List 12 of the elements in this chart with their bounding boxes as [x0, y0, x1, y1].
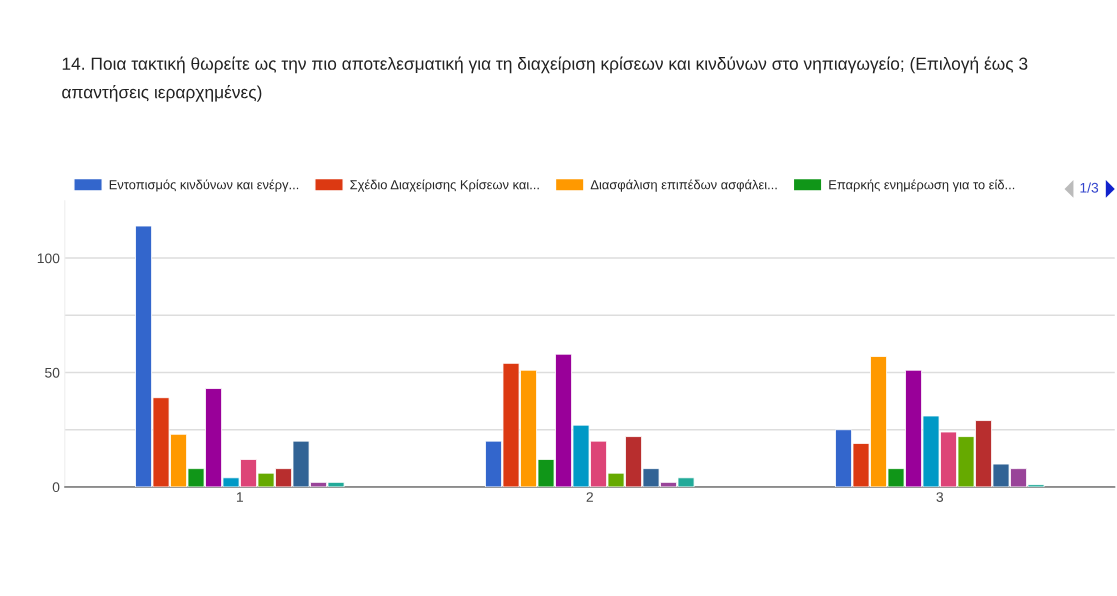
- legend-label: Διασφάλιση επιπέδων ασφάλει...: [590, 179, 777, 192]
- x-tick-label: 3: [936, 492, 944, 502]
- text: 1/3: [1080, 182, 1099, 193]
- y-tick-label: 100: [37, 253, 60, 264]
- legend-label: Εντοπισμός κινδύνων και ενέργ...: [109, 179, 299, 192]
- y-tick-label: 50: [45, 367, 60, 378]
- legend-label: Σχέδιο Διαχείρισης Κρίσεων και...: [350, 179, 539, 192]
- legend-label: Επαρκής ενημέρωση για το είδ...: [829, 179, 1015, 192]
- y-tick-label: 0: [52, 482, 60, 493]
- x-tick-label: 2: [586, 492, 593, 502]
- chart-title: 14. Ποια τακτική θωρείτε ως την πιο αποτελεσματική για τη διαχείριση κρίσεων και κινδύνων στο νηπιαγωγείο; (Επιλογή έως 3 απαντήσεις ιεραρχημένες): [62, 56, 1028, 102]
- x-tick-label: 1: [236, 492, 243, 502]
